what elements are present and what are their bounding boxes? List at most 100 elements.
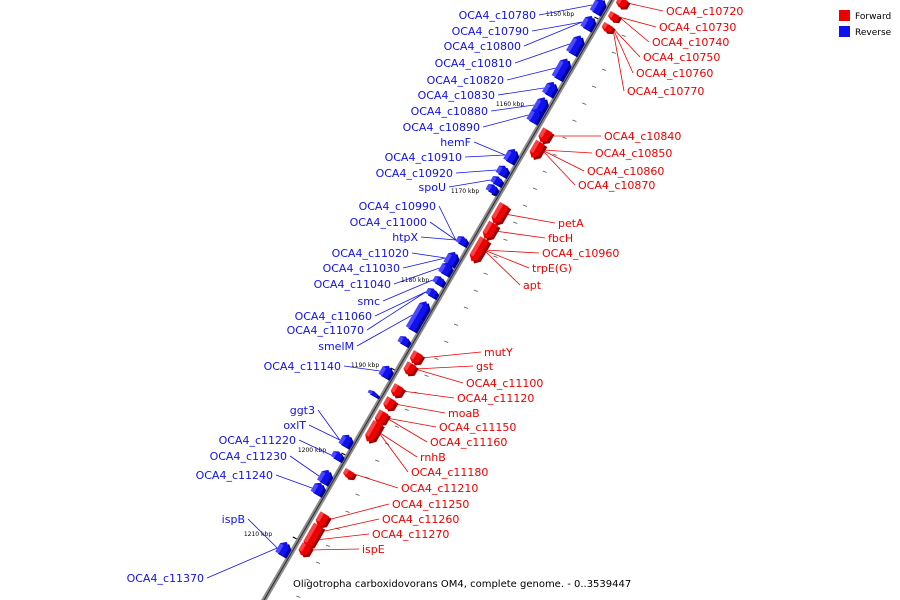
forward-gene-arrow[interactable] (615, 0, 631, 10)
reverse-gene-arrow[interactable] (367, 389, 381, 400)
forward-gene-label[interactable]: OCA4_c10850 (595, 147, 672, 160)
reverse-gene-label[interactable]: OCA4_c11020 (332, 247, 409, 260)
forward-gene-label[interactable]: OCA4_c11180 (411, 466, 488, 479)
forward-gene-label[interactable]: OCA4_c10750 (643, 51, 720, 64)
forward-gene-arrow[interactable] (315, 511, 332, 529)
forward-gene-label[interactable]: OCA4_c11260 (382, 513, 459, 526)
forward-gene-label[interactable]: OCA4_c11270 (372, 528, 449, 541)
reverse-gene-arrow[interactable] (432, 276, 447, 289)
forward-gene-arrow[interactable] (529, 139, 548, 160)
reverse-gene-label[interactable]: OCA4_c10810 (435, 57, 512, 70)
forward-gene-label[interactable]: OCA4_c10730 (659, 21, 736, 34)
forward-gene-arrow[interactable] (538, 127, 555, 145)
forward-gene-arrow[interactable] (374, 409, 391, 427)
forward-gene-label[interactable]: OCA4_c10840 (604, 130, 681, 143)
reverse-gene-label[interactable]: smc (358, 295, 381, 308)
forward-gene-label[interactable]: OCA4_c11150 (439, 421, 516, 434)
reverse-gene-label[interactable]: htpX (392, 231, 418, 244)
reverse-gene-arrow[interactable] (317, 469, 334, 487)
forward-gene-arrow[interactable] (343, 468, 357, 481)
reverse-gene-arrow[interactable] (438, 262, 454, 278)
forward-gene-label[interactable]: trpE(G) (532, 262, 572, 275)
reverse-gene-label[interactable]: ispB (222, 513, 245, 526)
reverse-gene-label[interactable]: hemF (440, 136, 471, 149)
forward-gene-arrow[interactable] (403, 361, 419, 377)
reverse-gene-label[interactable]: spoU (419, 181, 447, 194)
reverse-gene-arrow[interactable] (495, 165, 511, 180)
forward-gene-label[interactable]: OCA4_c11250 (392, 498, 469, 511)
reverse-gene-arrow[interactable] (275, 541, 292, 559)
reverse-gene-arrow[interactable] (503, 148, 520, 166)
reverse-gene-label[interactable]: OCA4_c10790 (452, 25, 529, 38)
reverse-gene-arrow[interactable] (566, 35, 585, 58)
reverse-gene-arrow[interactable] (526, 108, 543, 126)
reverse-gene-arrow[interactable] (310, 482, 326, 498)
forward-gene-arrow[interactable] (601, 22, 616, 35)
forward-gene-label[interactable]: OCA4_c11210 (401, 482, 478, 495)
reverse-gene-arrow[interactable] (485, 184, 500, 197)
reverse-gene-arrow[interactable] (551, 58, 572, 83)
reverse-gene-arrow[interactable] (455, 236, 470, 249)
forward-gene-label[interactable]: OCA4_c11100 (466, 377, 543, 390)
reverse-gene-label[interactable]: OCA4_c11370 (127, 572, 204, 585)
reverse-gene-arrow[interactable] (490, 176, 505, 189)
forward-gene-label[interactable]: mutY (484, 346, 513, 359)
reverse-gene-label[interactable]: OCA4_c11240 (196, 469, 273, 482)
forward-gene-label[interactable]: OCA4_c10770 (627, 85, 704, 98)
forward-gene-arrow[interactable] (608, 11, 622, 24)
reverse-gene-arrow[interactable] (425, 288, 440, 301)
forward-gene-arrow[interactable] (383, 396, 399, 412)
forward-gene-arrow[interactable] (298, 542, 314, 558)
reverse-gene-label[interactable]: ggt3 (290, 404, 315, 417)
forward-gene-label[interactable]: gst (476, 360, 494, 373)
reverse-gene-label[interactable]: OCA4_c10990 (359, 200, 436, 213)
reverse-gene-label[interactable]: OCA4_c11070 (287, 324, 364, 337)
forward-gene-label[interactable]: rnhB (420, 451, 446, 464)
reverse-gene-arrow[interactable] (338, 434, 354, 450)
forward-gene-label[interactable]: OCA4_c10740 (652, 36, 729, 49)
reverse-gene-arrow[interactable] (405, 301, 431, 334)
forward-gene-arrow[interactable] (303, 529, 322, 550)
reverse-gene-arrow[interactable] (542, 81, 559, 99)
forward-gene-arrow[interactable] (390, 383, 407, 399)
reverse-gene-label[interactable]: OCA4_c10820 (427, 74, 504, 87)
forward-gene-label[interactable]: OCA4_c10760 (636, 67, 713, 80)
forward-gene-label[interactable]: fbcH (548, 232, 573, 245)
forward-gene-arrow[interactable] (365, 420, 385, 444)
reverse-gene-label[interactable]: oxlT (283, 419, 306, 432)
reverse-gene-arrow[interactable] (580, 15, 597, 33)
reverse-gene-label[interactable]: OCA4_c11000 (350, 216, 427, 229)
reverse-gene-label[interactable]: smelM (318, 340, 354, 353)
reverse-gene-label[interactable]: OCA4_c10910 (385, 151, 462, 164)
reverse-gene-label[interactable]: OCA4_c10920 (376, 167, 453, 180)
reverse-gene-arrow[interactable] (378, 365, 394, 381)
forward-gene-label[interactable]: apt (523, 279, 542, 292)
reverse-gene-label[interactable]: OCA4_c11230 (210, 450, 287, 463)
forward-gene-arrow[interactable] (491, 202, 512, 226)
reverse-gene-label[interactable]: OCA4_c10800 (444, 40, 521, 53)
reverse-gene-label[interactable]: OCA4_c11220 (219, 434, 296, 447)
forward-gene-arrow[interactable] (409, 350, 426, 366)
reverse-gene-label[interactable]: OCA4_c11040 (314, 278, 391, 291)
forward-gene-label[interactable]: ispE (362, 543, 385, 556)
reverse-gene-arrow[interactable] (330, 451, 345, 464)
reverse-gene-arrow[interactable] (589, 0, 607, 17)
forward-gene-arrow[interactable] (482, 220, 501, 241)
reverse-gene-arrow[interactable] (397, 336, 412, 349)
forward-gene-label[interactable]: OCA4_c11160 (430, 436, 507, 449)
reverse-gene-label[interactable]: OCA4_c11140 (264, 360, 341, 373)
forward-gene-label[interactable]: moaB (448, 407, 480, 420)
reverse-gene-label[interactable]: OCA4_c10780 (459, 9, 536, 22)
forward-gene-label[interactable]: OCA4_c11120 (457, 392, 534, 405)
forward-gene-label[interactable]: OCA4_c10860 (587, 165, 664, 178)
forward-gene-label[interactable]: petA (558, 217, 584, 230)
reverse-gene-label[interactable]: OCA4_c11030 (323, 262, 400, 275)
reverse-gene-label[interactable]: OCA4_c10880 (411, 105, 488, 118)
forward-gene-label[interactable]: OCA4_c10720 (666, 5, 743, 18)
reverse-gene-label[interactable]: OCA4_c10890 (403, 121, 480, 134)
reverse-gene-label[interactable]: OCA4_c11060 (295, 310, 372, 323)
forward-gene-arrow[interactable] (469, 236, 492, 264)
forward-gene-label[interactable]: OCA4_c10870 (578, 179, 655, 192)
reverse-gene-label[interactable]: OCA4_c10830 (418, 89, 495, 102)
forward-gene-label[interactable]: OCA4_c10960 (542, 247, 619, 260)
